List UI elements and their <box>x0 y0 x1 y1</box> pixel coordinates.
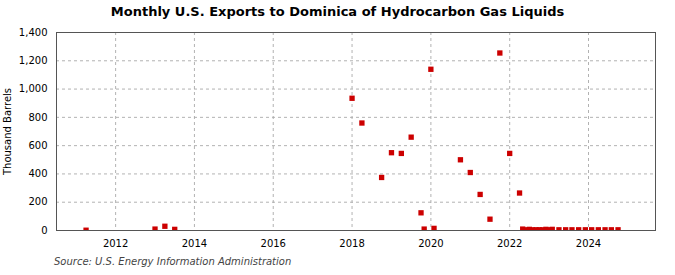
svg-text:2018: 2018 <box>339 238 364 249</box>
svg-text:400: 400 <box>28 168 47 179</box>
html-text:Source: U.S. Energy Informatio: Source: U.S. Energy Information Administ… <box>54 256 292 267</box>
svg-text:2014: 2014 <box>182 238 207 249</box>
html-text:Monthly U.S. Exports to Domini: Monthly U.S. Exports to Dominica of Hydr… <box>110 4 565 19</box>
svg-text:2016: 2016 <box>261 238 286 249</box>
svg-text:800: 800 <box>28 112 47 123</box>
svg-text:1,400: 1,400 <box>19 27 48 38</box>
svg-text:600: 600 <box>28 140 47 151</box>
svg-text:2020: 2020 <box>418 238 443 249</box>
svg-text:0: 0 <box>41 225 47 236</box>
svg-text:Thousand Barrels: Thousand Barrels <box>2 88 13 176</box>
svg-text:2022: 2022 <box>497 238 522 249</box>
svg-text:2012: 2012 <box>103 238 128 249</box>
svg-text:1,000: 1,000 <box>19 83 48 94</box>
svg-text:2024: 2024 <box>576 238 601 249</box>
svg-text:1,200: 1,200 <box>19 55 48 66</box>
svg-text:200: 200 <box>28 196 47 207</box>
